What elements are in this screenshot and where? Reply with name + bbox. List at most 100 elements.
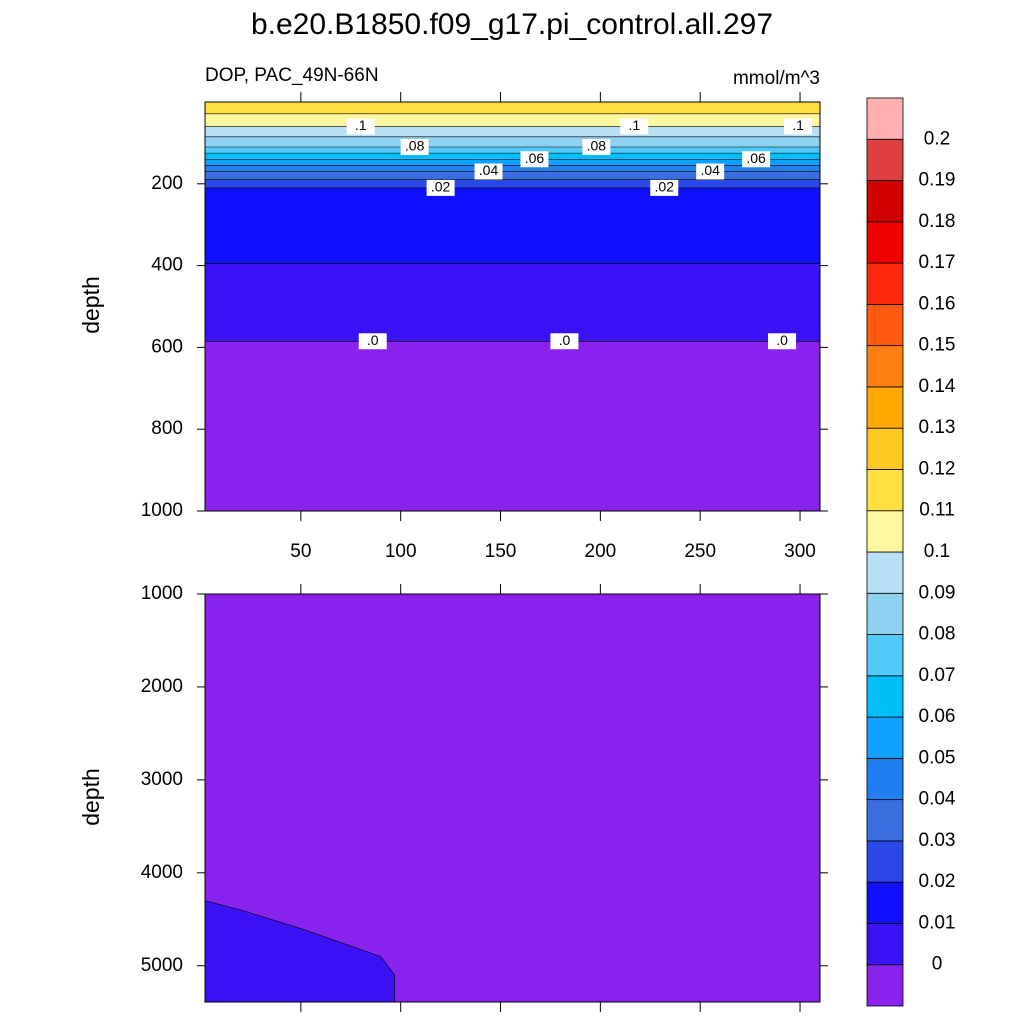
colorbar-box xyxy=(866,180,904,223)
x-tick-label: 50 xyxy=(290,541,311,562)
contour-band xyxy=(205,159,820,166)
colorbar-label: 0.04 xyxy=(919,789,956,810)
y-tick-label: 3000 xyxy=(141,769,183,790)
colorbar-label: 0.16 xyxy=(919,293,956,314)
contour-band xyxy=(205,102,820,114)
contour-label-box xyxy=(550,333,579,350)
colorbar-box xyxy=(866,97,904,140)
contour-band xyxy=(205,136,820,147)
colorbar-box xyxy=(866,221,904,264)
y-tick-label: 200 xyxy=(151,173,183,194)
contour-band xyxy=(205,179,820,188)
colorbar-label: 0 xyxy=(932,954,943,975)
colorbar-label: 0.19 xyxy=(919,170,956,191)
contour-label: .08 xyxy=(587,138,607,154)
y-tick-label: 5000 xyxy=(141,955,183,976)
colorbar-label: 0.11 xyxy=(919,500,955,521)
chart-title: b.e20.B1850.f09_g17.pi_control.all.297 xyxy=(251,8,773,41)
contour-label: .06 xyxy=(746,150,766,166)
contour-line xyxy=(204,900,395,1002)
contour-label-box xyxy=(426,179,455,196)
colorbar-box xyxy=(866,923,904,966)
colorbar-label: 0.1 xyxy=(924,541,950,562)
contour-label: .02 xyxy=(431,179,451,195)
contour-label: .1 xyxy=(355,117,367,133)
colorbar-label: 0.05 xyxy=(919,747,956,768)
contour-label: .0 xyxy=(367,332,379,348)
colorbar-box xyxy=(866,634,904,677)
colorbar-box xyxy=(866,427,904,470)
colorbar-box xyxy=(866,138,904,181)
contour-band xyxy=(205,263,820,342)
contour-label-box xyxy=(520,151,549,168)
colorbar-label: 0.17 xyxy=(919,252,956,273)
y-tick-label: 4000 xyxy=(141,862,183,883)
contour-label: .08 xyxy=(405,138,425,154)
colorbar-label: 0.12 xyxy=(919,458,956,479)
contour-label-box xyxy=(474,163,503,180)
colorbar-label: 0.15 xyxy=(919,335,956,356)
colorbar-label: 0.13 xyxy=(919,417,956,438)
colorbar-box xyxy=(866,799,904,842)
colorbar-label: 0.02 xyxy=(919,871,956,892)
colorbar-label: 0.06 xyxy=(919,706,956,727)
y-tick-label: 2000 xyxy=(141,676,183,697)
y-tick-label: 1000 xyxy=(141,583,183,604)
contour-region xyxy=(205,900,395,1002)
units: mmol/m^3 xyxy=(733,68,820,89)
colorbar-box xyxy=(866,303,904,347)
contour-label: .02 xyxy=(655,179,675,195)
colorbar-box xyxy=(866,757,904,801)
contour-label: .06 xyxy=(525,150,545,166)
colorbar-label: 0.14 xyxy=(919,376,956,397)
x-tick-label: 200 xyxy=(585,541,617,562)
contour-band xyxy=(205,187,820,264)
colorbar-label: 0.18 xyxy=(919,211,956,232)
colorbar-label: 0.09 xyxy=(919,582,956,603)
contour-label-box xyxy=(784,118,813,135)
x-tick-label: 300 xyxy=(784,541,816,562)
contour-band xyxy=(205,126,820,137)
colorbar-box xyxy=(866,840,904,883)
colorbar-label: 0.01 xyxy=(919,912,956,933)
x-tick-label: 150 xyxy=(485,541,517,562)
contour-band xyxy=(205,146,820,154)
contour-band xyxy=(205,165,820,172)
x-tick-label: 250 xyxy=(684,541,716,562)
y-tick-label: 800 xyxy=(151,418,183,439)
colorbar-label: 0.03 xyxy=(919,830,956,851)
colorbar-box xyxy=(866,551,904,594)
colorbar-box xyxy=(866,469,904,512)
contour-label: .1 xyxy=(792,117,804,133)
contour-label-box xyxy=(620,118,649,135)
plot-frame xyxy=(204,593,821,1003)
contour-band xyxy=(205,153,820,160)
contour-label-box xyxy=(696,163,725,180)
contour-label: .0 xyxy=(559,332,571,348)
contour-label-box xyxy=(346,118,375,135)
colorbar-box xyxy=(866,592,904,635)
contour-label-box xyxy=(768,333,797,350)
contour-label: .04 xyxy=(479,162,499,178)
colorbar-box xyxy=(866,675,904,718)
contour-label: .0 xyxy=(776,332,788,348)
contour-label: .04 xyxy=(700,162,720,178)
colorbar-box xyxy=(866,262,904,305)
colorbar-box xyxy=(866,386,904,429)
contour-label-box xyxy=(742,151,771,168)
colorbar-label: 0.08 xyxy=(919,624,956,645)
contour-band xyxy=(205,113,820,127)
contour-label-box xyxy=(650,179,679,196)
y-tick-label: 600 xyxy=(151,336,183,357)
colorbar-box xyxy=(866,345,904,388)
y-axis-label: depth xyxy=(78,276,104,334)
contour-label-box xyxy=(400,138,429,155)
contour-band xyxy=(205,341,820,511)
y-tick-label: 400 xyxy=(151,255,183,276)
colorbar-box xyxy=(866,881,904,924)
colorbar-box xyxy=(866,964,904,1007)
colorbar-box xyxy=(866,510,904,553)
subtitle: DOP, PAC_49N-66N xyxy=(205,65,379,86)
colorbar-label: 0.07 xyxy=(919,665,956,686)
